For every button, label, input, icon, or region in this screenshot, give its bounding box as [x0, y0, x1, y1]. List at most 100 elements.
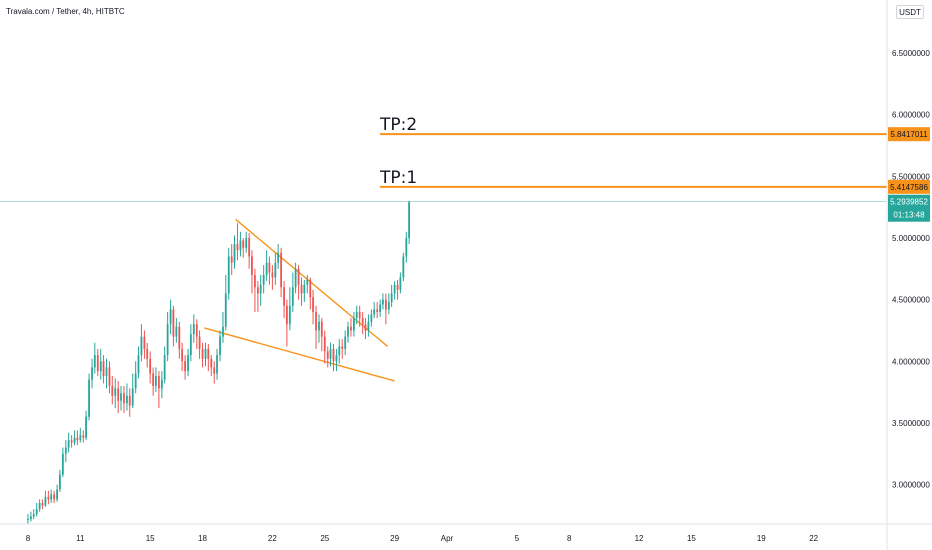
candle-body-down — [123, 393, 125, 404]
candle-body-up — [288, 305, 291, 325]
time-tick-label: 11 — [76, 534, 85, 543]
time-axis[interactable]: 8 11 15 18 22 25 29 Apr 5 8 12 15 19 22 — [26, 534, 819, 543]
candle-body-up — [379, 304, 382, 312]
current-price-tag-text: 5.2939852 — [890, 198, 928, 207]
candle-body-up — [126, 395, 128, 404]
candle-body-down — [117, 388, 120, 401]
candle-body-down — [323, 336, 326, 352]
candle-body-up — [291, 287, 294, 306]
candle-body-down — [128, 395, 131, 406]
candle-body-up — [387, 302, 390, 310]
candle-body-up — [347, 326, 349, 337]
candle-body-up — [370, 314, 373, 322]
candle-body-up — [38, 503, 41, 510]
time-tick-label: 15 — [146, 534, 155, 543]
price-tick-label: 4.0000000 — [892, 357, 930, 366]
candle-body-up — [393, 284, 396, 294]
candle-body-up — [277, 252, 280, 263]
candle-body-up — [120, 393, 122, 401]
time-tick-label: 18 — [198, 534, 207, 543]
candle-body-down — [157, 376, 160, 389]
candle-body-down — [152, 373, 155, 386]
candle-body-down — [146, 348, 149, 359]
target-price-tag — [888, 127, 930, 142]
price-tags: 5.8417011 5.4147586 5.2939852 01:13:48 — [888, 127, 930, 222]
candle-body-down — [236, 244, 239, 251]
candle-body-up — [216, 355, 218, 374]
candle-body-down — [178, 326, 181, 349]
candle-body-down — [251, 256, 253, 275]
candle-body-down — [70, 440, 73, 443]
candle-body-up — [353, 318, 355, 331]
candle-body-up — [189, 334, 192, 356]
bar-countdown-text: 01:13:48 — [893, 211, 925, 220]
candle-body-down — [268, 262, 271, 273]
price-axis[interactable]: 3.0000000 3.5000000 4.0000000 4.5000000 5.00… — [892, 49, 930, 490]
candle-body-up — [137, 355, 140, 374]
candle-body-down — [96, 355, 99, 372]
time-tick-label: 22 — [268, 534, 277, 543]
candle-body-up — [265, 262, 268, 275]
candle-body-down — [283, 287, 285, 306]
candle-body-down — [242, 240, 245, 248]
candle-body-down — [76, 437, 79, 441]
candle-body-up — [408, 202, 411, 238]
time-tick-label: Apr — [441, 534, 454, 543]
candle-body-down — [210, 358, 213, 368]
current-price-tag — [888, 194, 930, 222]
time-tick-label: 12 — [635, 534, 644, 543]
target-lines[interactable]: TP:2 TP:1 — [0, 115, 887, 203]
candle-body-up — [35, 509, 38, 515]
currency-unit-badge[interactable]: USDT — [896, 5, 924, 19]
candle-body-down — [53, 494, 56, 500]
candle-body-down — [254, 274, 256, 288]
price-tick-label: 5.5000000 — [892, 172, 930, 181]
candle-body-up — [67, 440, 70, 448]
candle-body-up — [99, 361, 102, 372]
candle-body-down — [198, 336, 201, 349]
candle-body-up — [187, 355, 189, 372]
candle-body-down — [47, 496, 50, 500]
falling-wedge-pattern[interactable] — [204, 218, 395, 382]
candle-body-down — [143, 336, 146, 349]
price-tick-label: 4.5000000 — [892, 296, 930, 305]
target-price-tag-text: 5.8417011 — [890, 130, 928, 139]
candle-body-down — [41, 503, 44, 506]
candle-body-up — [61, 453, 64, 475]
time-tick-label: 8 — [567, 534, 572, 543]
candle-body-up — [233, 244, 236, 263]
target-line-label: TP:1 — [379, 168, 417, 188]
candle-body-down — [271, 272, 274, 278]
candle-body-down — [248, 237, 251, 257]
candle-body-up — [169, 309, 172, 325]
candle-body-down — [396, 284, 399, 290]
candle-body-down — [364, 324, 367, 331]
candle-body-up — [88, 379, 90, 417]
candle-body-down — [195, 324, 198, 337]
symbol-title[interactable]: Travala.com / Tether, 4h, HITBTC — [6, 7, 125, 16]
candle-body-down — [376, 309, 379, 312]
candle-body-down — [358, 311, 361, 319]
candle-body-down — [213, 367, 216, 374]
candle-body-up — [204, 348, 207, 359]
candle-body-up — [318, 321, 320, 331]
candle-body-up — [192, 324, 195, 335]
candle-body-down — [341, 346, 344, 349]
candle-body-up — [402, 256, 405, 278]
candle-body-down — [320, 321, 323, 337]
candle-body-down — [149, 358, 152, 374]
wedge-lower-trendline[interactable] — [204, 327, 395, 382]
time-tick-label: 19 — [757, 534, 766, 543]
price-tick-label: 6.0000000 — [892, 111, 930, 120]
candle-body-down — [207, 348, 210, 359]
candle-body-down — [350, 326, 352, 331]
candle-body-up — [56, 489, 58, 500]
candle-body-up — [91, 367, 93, 380]
candle-body-up — [259, 284, 262, 294]
candle-body-down — [256, 287, 259, 294]
target-price-tag — [888, 179, 930, 194]
candle-body-up — [93, 355, 96, 368]
candle-body-up — [155, 376, 157, 386]
candle-body-down — [326, 351, 329, 359]
